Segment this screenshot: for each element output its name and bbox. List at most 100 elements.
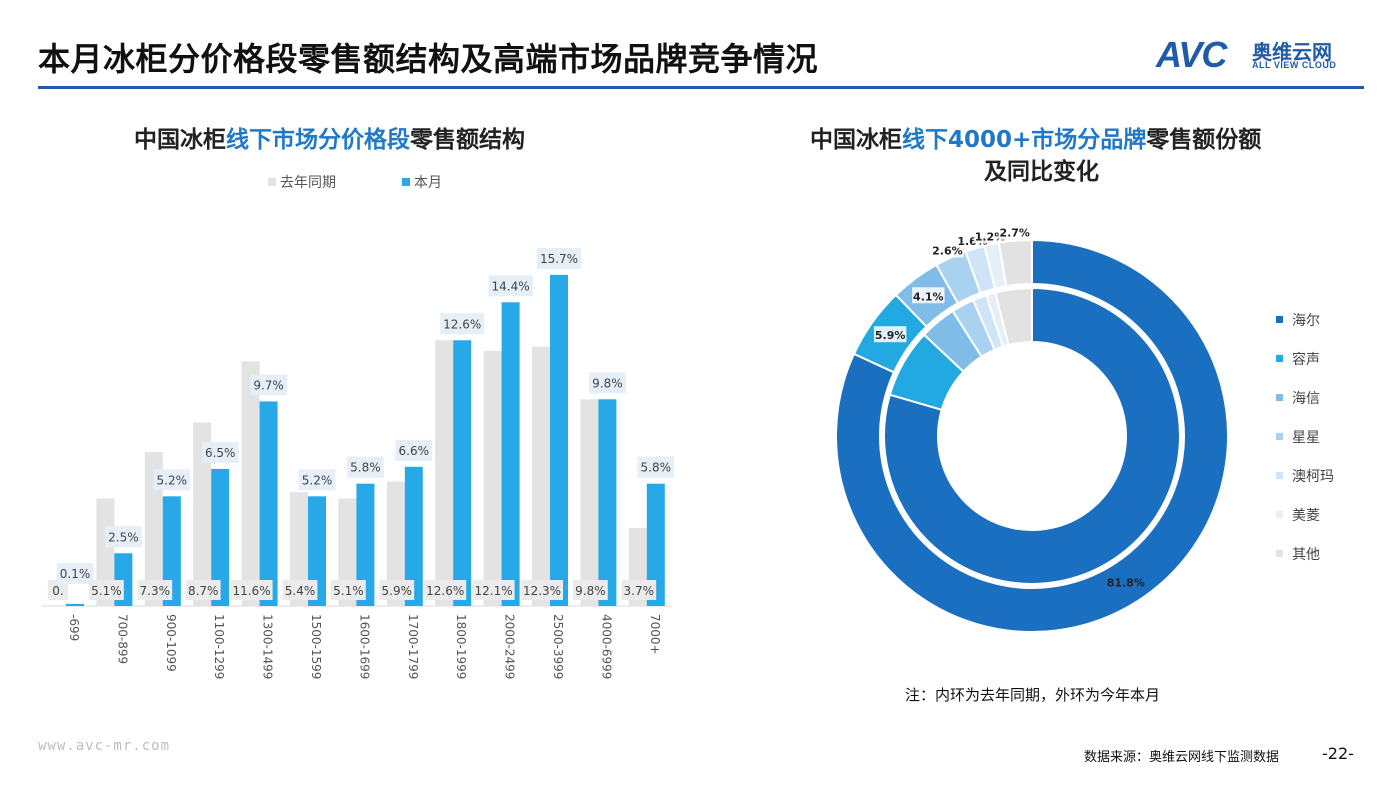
bar-last-year (338, 498, 357, 606)
legend-label-last-year: 去年同期 (280, 175, 336, 191)
data-label-last-year: 5.1% (91, 584, 122, 598)
legend-item-last-year: 去年同期 (268, 172, 336, 192)
label-bg-this-month (637, 456, 675, 478)
bar-last-year (483, 350, 502, 606)
label-bg-this-month (105, 526, 142, 548)
donut-outer-slice-6 (997, 238, 1033, 288)
legend-swatch-last-year (268, 178, 276, 186)
data-source: 数据来源：奥维云网线下监测数据 (1084, 750, 1280, 765)
legend-swatch (1276, 394, 1283, 401)
bar-last-year (193, 422, 212, 606)
bar-last-year (144, 452, 163, 606)
legend-item: 美菱 (1276, 495, 1334, 534)
bar-this-month (646, 483, 665, 606)
page-number: -22- (1322, 744, 1354, 763)
data-label-last-year: 5.1% (333, 584, 364, 598)
label-bg-this-month (589, 372, 626, 394)
x-tick-label: 7000+ (648, 614, 662, 655)
label-bg-last-year (573, 580, 608, 600)
legend-item: 海信 (1276, 378, 1334, 417)
bar-chart-title-pre: 中国冰柜 (134, 127, 226, 153)
legend-label: 星星 (1292, 429, 1320, 446)
legend-swatch (1276, 355, 1283, 362)
website-url: www.avc-mr.com (38, 738, 171, 754)
label-bg-last-year (521, 580, 563, 600)
data-label-this-month: 5.2% (302, 473, 333, 487)
legend-item: 海尔 (1276, 300, 1334, 339)
bar-last-year (532, 346, 550, 606)
legend-swatch (1276, 433, 1283, 440)
data-label-this-month: 5.2% (157, 473, 188, 487)
legend-swatch (1276, 472, 1283, 479)
data-label-this-month: 15.7% (540, 252, 578, 266)
donut-legend: 海尔容声海信星星澳柯玛美菱其他 (1276, 300, 1334, 573)
legend-item: 澳柯玛 (1276, 456, 1334, 495)
label-bg-this-month (250, 374, 287, 396)
donut-outer-slice-0 (835, 238, 1229, 633)
data-label-last-year: 12.6% (426, 584, 464, 598)
donut-label-bg (973, 227, 1007, 244)
label-bg-last-year (621, 580, 657, 600)
data-label-last-year: 5.9% (382, 584, 413, 598)
bar-this-month (501, 302, 520, 606)
donut-label-bg (931, 241, 964, 258)
bar-last-year (386, 481, 405, 606)
legend-label: 美菱 (1292, 507, 1320, 524)
page-title: 本月冰柜分价格段零售额结构及高端市场品牌竞争情况 (38, 40, 819, 78)
donut-note: 注：内环为去年同期，外环为今年本月 (905, 686, 1161, 704)
legend-item: 容声 (1276, 339, 1334, 378)
bar-this-month (598, 399, 617, 606)
donut-data-label: 1.2% (975, 230, 1006, 243)
data-label-last-year: 5.4% (285, 584, 316, 598)
bar-this-month (550, 274, 568, 606)
donut-chart-title-post: 零售额份额 (1146, 127, 1262, 153)
donut-chart-title-highlight: 线下4000+市场分品牌 (902, 127, 1147, 153)
donut-inner-slice-0 (883, 286, 1181, 585)
data-label-last-year: 3.7% (624, 584, 655, 598)
bar-last-year (290, 492, 308, 606)
data-label-this-month: 5.8% (641, 461, 672, 475)
donut-inner-slice-6 (993, 286, 1033, 347)
x-tick-label: 900-1099 (164, 614, 178, 672)
logo-chinese-name: 奥维云网 (1252, 40, 1332, 64)
x-tick-label: 1600-1699 (357, 614, 371, 679)
x-tick-label: 2500-3999 (551, 614, 565, 679)
legend-label: 澳柯玛 (1292, 468, 1334, 485)
legend-label-this-month: 本月 (414, 175, 442, 191)
x-tick-label: 2000-2499 (503, 614, 517, 679)
data-label-this-month: 9.8% (592, 376, 623, 390)
data-label-this-month: 5.8% (350, 461, 381, 475)
x-tick-label: 1100-1299 (212, 614, 226, 679)
donut-label-bg (912, 287, 945, 304)
data-label-last-year: 9.8% (575, 584, 606, 598)
donut-data-label: 81.8% (1107, 577, 1145, 590)
x-tick-label: 1700-1799 (406, 614, 420, 679)
label-bg-this-month (488, 275, 533, 297)
legend-label: 其他 (1292, 546, 1320, 563)
legend-label: 容声 (1292, 351, 1320, 368)
data-label-this-month: 9.7% (253, 378, 284, 392)
title-divider (38, 86, 1364, 89)
donut-label-bg (873, 326, 907, 343)
logo-mark: AVC (1156, 34, 1227, 75)
label-bg-this-month (56, 563, 94, 584)
label-bg-last-year (230, 580, 273, 600)
donut-data-label: 2.6% (932, 244, 963, 257)
bar-this-month (66, 603, 84, 606)
bar-this-month (259, 401, 278, 606)
bar-last-year (580, 399, 599, 606)
data-label-last-year: 0. (52, 584, 63, 598)
label-bg-this-month (153, 469, 191, 491)
data-label-this-month: 0.1% (60, 567, 91, 581)
donut-data-label: 5.9% (875, 329, 906, 342)
donut-data-label: 2.7% (999, 227, 1030, 240)
price-segment-bar-chart: 0. 0.1% -699 5.1% 2.5% 700-899 7.3% 5.2% 900-109… (42, 247, 675, 679)
label-bg-this-month (395, 439, 433, 461)
label-bg-last-year (331, 580, 366, 600)
donut-chart-title-line2: 及同比变化 (984, 159, 1099, 185)
label-bg-last-year (89, 580, 124, 600)
data-label-this-month: 2.5% (108, 530, 139, 544)
legend-swatch-this-month (402, 178, 410, 186)
data-label-last-year: 7.3% (140, 584, 171, 598)
label-bg-last-year (185, 580, 221, 600)
